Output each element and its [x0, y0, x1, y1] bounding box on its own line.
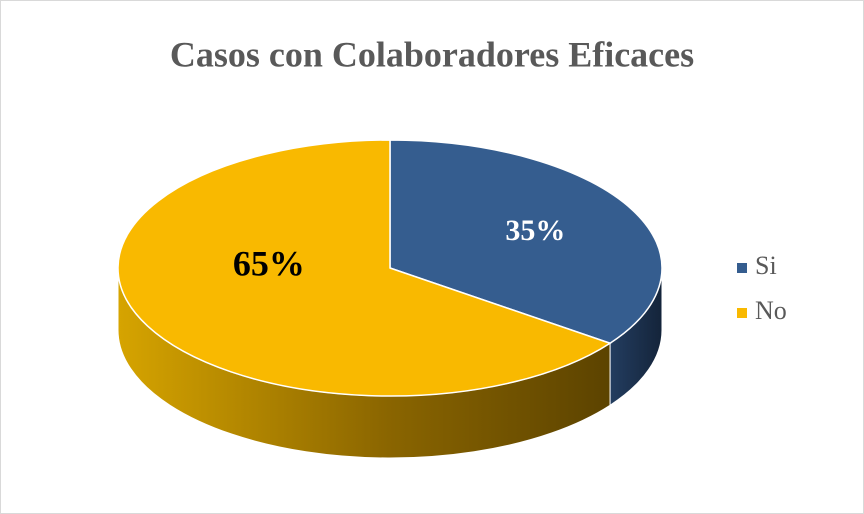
legend-label: No: [755, 296, 787, 325]
legend-swatch: [737, 308, 747, 318]
pie-slice: [389, 139, 663, 345]
data-label: 65%: [233, 243, 305, 283]
legend-label: Si: [755, 251, 777, 280]
chart-title: Casos con Colaboradores Eficaces: [170, 34, 694, 74]
legend-swatch: [737, 263, 747, 273]
pie-slice: [117, 139, 612, 397]
data-label: 35%: [505, 214, 565, 247]
